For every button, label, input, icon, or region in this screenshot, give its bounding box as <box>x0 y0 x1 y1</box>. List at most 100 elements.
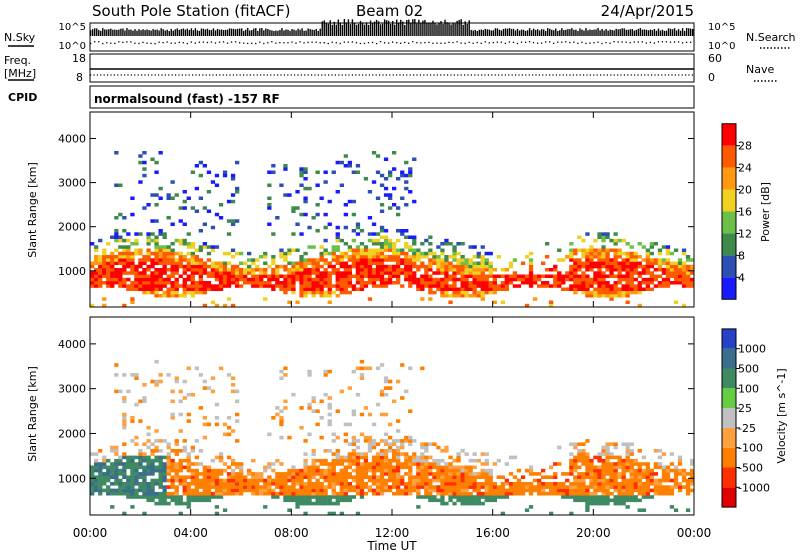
power-cell <box>146 203 151 207</box>
power-cell <box>375 251 381 256</box>
velocity-cell <box>158 482 163 486</box>
velocity-cell <box>375 475 381 479</box>
power-cell <box>420 261 425 265</box>
velocity-cell <box>464 478 469 483</box>
noise-sky-bar <box>104 29 106 36</box>
power-cell <box>569 287 574 291</box>
power-cell <box>609 294 614 298</box>
noise-sky-bar <box>315 28 317 36</box>
power-cell <box>247 268 252 272</box>
velocity-cell <box>508 472 514 476</box>
power-cell <box>641 245 646 249</box>
power-cell <box>335 235 340 239</box>
velocity-cell <box>492 495 497 499</box>
power-cell <box>170 271 175 275</box>
power-cell <box>452 255 457 259</box>
power-cell <box>464 290 469 295</box>
noise-sky-bar <box>232 28 235 36</box>
power-cell <box>589 261 594 265</box>
power-cell <box>359 268 365 272</box>
power-cell <box>335 225 340 230</box>
velocity-cell <box>681 485 687 489</box>
velocity-cell <box>114 462 119 466</box>
power-cell <box>359 274 365 278</box>
velocity-cell <box>468 472 473 476</box>
power-cell <box>432 271 437 275</box>
noise-sky-bar <box>297 28 299 36</box>
velocity-cell <box>275 458 280 463</box>
velocity-cell <box>174 498 179 503</box>
velocity-cell <box>456 498 461 503</box>
power-cell <box>303 167 308 171</box>
x-tick-label-5: 20:00 <box>576 526 611 540</box>
velocity-cell <box>291 488 296 493</box>
power-cell <box>295 268 300 272</box>
velocity-cell <box>142 488 147 493</box>
power-cell <box>267 264 272 269</box>
power-cell <box>162 232 167 236</box>
noise-sky-bar <box>549 28 551 36</box>
noise-sky-bar <box>130 29 132 36</box>
power-cell <box>541 284 546 288</box>
power-cell <box>476 261 481 265</box>
power-cell <box>243 274 248 278</box>
velocity-cell <box>347 495 352 499</box>
power-cell <box>190 271 195 275</box>
velocity-cell <box>351 485 356 489</box>
power-cell <box>226 199 232 204</box>
velocity-cell <box>343 472 348 476</box>
velocity-cell <box>343 432 348 437</box>
velocity-cell <box>114 389 119 394</box>
power-colorbar-label-3: 16 <box>738 206 752 219</box>
velocity-cell <box>363 455 369 460</box>
noise-search-dot <box>243 42 245 44</box>
power-cell <box>186 242 191 246</box>
power-cell <box>331 170 336 174</box>
velocity-cell <box>661 465 667 470</box>
velocity-cell <box>130 485 135 489</box>
power-ylabel: Slant Range [km] <box>26 162 39 258</box>
power-cell <box>239 274 244 278</box>
power-cell <box>408 258 413 262</box>
velocity-cell <box>222 488 228 493</box>
power-cell <box>512 277 518 282</box>
noise-sky-bar <box>293 29 295 36</box>
power-cell <box>355 264 361 269</box>
power-cell <box>158 294 163 298</box>
power-cell <box>319 290 324 295</box>
velocity-cell <box>319 501 324 506</box>
power-cell <box>170 284 175 288</box>
power-cell <box>118 183 123 187</box>
velocity-cell <box>351 452 356 456</box>
velocity-cell <box>355 491 361 496</box>
power-cell <box>319 251 324 256</box>
velocity-cell <box>468 468 473 473</box>
velocity-cell <box>436 498 441 503</box>
power-cell <box>198 287 203 291</box>
power-cell <box>239 268 244 272</box>
velocity-cell <box>601 458 606 463</box>
velocity-cell <box>597 458 602 463</box>
velocity-cell <box>396 449 401 453</box>
velocity-cell <box>528 488 534 493</box>
velocity-cell <box>122 475 127 479</box>
velocity-cell <box>174 439 179 443</box>
power-cell <box>605 232 610 236</box>
velocity-cell <box>613 488 618 493</box>
velocity-cell <box>194 478 199 483</box>
velocity-cell <box>456 465 461 470</box>
velocity-cell <box>226 482 232 486</box>
power-cell <box>323 277 328 282</box>
noise-sky-bar <box>132 30 134 36</box>
noise-sky-bar <box>565 29 567 36</box>
power-cell <box>565 271 570 275</box>
power-cell <box>625 287 630 291</box>
velocity-cell <box>339 458 344 463</box>
velocity-colorbar-segment-0 <box>722 487 736 508</box>
velocity-cell <box>158 449 163 453</box>
velocity-cell <box>468 485 473 489</box>
power-cell <box>690 271 695 275</box>
power-cell <box>138 261 143 265</box>
velocity-cell <box>134 402 139 407</box>
freq-tick-top: 18 <box>72 52 86 65</box>
